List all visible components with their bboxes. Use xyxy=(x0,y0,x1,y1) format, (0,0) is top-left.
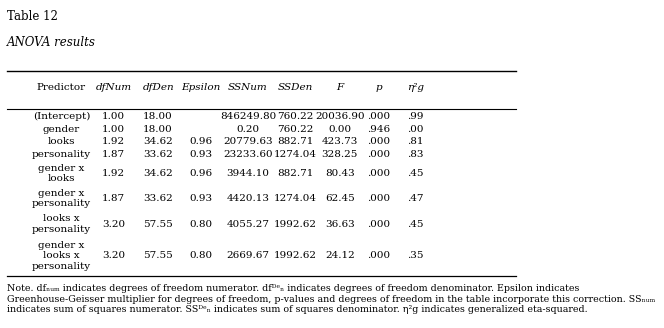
Text: 1.92: 1.92 xyxy=(102,137,125,146)
Text: 760.22: 760.22 xyxy=(277,125,313,134)
Text: 62.45: 62.45 xyxy=(325,194,355,203)
Text: .35: .35 xyxy=(407,251,424,260)
Text: looks x
personality: looks x personality xyxy=(32,214,91,234)
Text: 1992.62: 1992.62 xyxy=(274,219,317,229)
Text: 3.20: 3.20 xyxy=(102,219,125,229)
Text: p: p xyxy=(375,83,382,92)
Text: .47: .47 xyxy=(407,194,424,203)
Text: .000: .000 xyxy=(367,194,390,203)
Text: .000: .000 xyxy=(367,219,390,229)
Text: 0.96: 0.96 xyxy=(189,169,212,178)
Text: 3944.10: 3944.10 xyxy=(226,169,270,178)
Text: 423.73: 423.73 xyxy=(322,137,358,146)
Text: 36.63: 36.63 xyxy=(325,219,355,229)
Text: 1992.62: 1992.62 xyxy=(274,251,317,260)
Text: 882.71: 882.71 xyxy=(277,169,313,178)
Text: .000: .000 xyxy=(367,112,390,121)
Text: 0.93: 0.93 xyxy=(189,194,212,203)
Text: .81: .81 xyxy=(407,137,424,146)
Text: 34.62: 34.62 xyxy=(143,169,173,178)
Text: gender x
personality: gender x personality xyxy=(32,189,91,209)
Text: 2669.67: 2669.67 xyxy=(226,251,270,260)
Text: η²g: η²g xyxy=(406,83,424,92)
Text: 846249.80: 846249.80 xyxy=(220,112,276,121)
Text: 1274.04: 1274.04 xyxy=(274,150,317,159)
Text: gender x
looks x
personality: gender x looks x personality xyxy=(32,241,91,271)
Text: .83: .83 xyxy=(407,150,424,159)
Text: (Intercept): (Intercept) xyxy=(33,112,90,121)
Text: 0.00: 0.00 xyxy=(329,125,351,134)
Text: F: F xyxy=(336,83,343,92)
Text: 18.00: 18.00 xyxy=(143,112,173,121)
Text: .00: .00 xyxy=(407,125,424,134)
Text: 20036.90: 20036.90 xyxy=(315,112,365,121)
Text: Table 12: Table 12 xyxy=(7,10,58,23)
Text: 57.55: 57.55 xyxy=(143,251,173,260)
Text: 0.93: 0.93 xyxy=(189,150,212,159)
Text: .000: .000 xyxy=(367,150,390,159)
Text: ANOVA results: ANOVA results xyxy=(7,35,96,49)
Text: 4420.13: 4420.13 xyxy=(226,194,270,203)
Text: 23233.60: 23233.60 xyxy=(223,150,273,159)
Text: Predictor: Predictor xyxy=(37,83,86,92)
Text: 57.55: 57.55 xyxy=(143,219,173,229)
Text: 1.87: 1.87 xyxy=(102,194,125,203)
Text: .000: .000 xyxy=(367,137,390,146)
Text: 80.43: 80.43 xyxy=(325,169,355,178)
Text: gender: gender xyxy=(43,125,80,134)
Text: Epsilon: Epsilon xyxy=(181,83,220,92)
Text: 0.96: 0.96 xyxy=(189,137,212,146)
Text: 1.92: 1.92 xyxy=(102,169,125,178)
Text: SSDen: SSDen xyxy=(278,83,313,92)
Text: 33.62: 33.62 xyxy=(143,194,173,203)
Text: 4055.27: 4055.27 xyxy=(226,219,270,229)
Text: 33.62: 33.62 xyxy=(143,150,173,159)
Text: 20779.63: 20779.63 xyxy=(223,137,273,146)
Text: 328.25: 328.25 xyxy=(322,150,358,159)
Text: gender x
looks: gender x looks xyxy=(39,164,84,183)
Text: SSNum: SSNum xyxy=(228,83,268,92)
Text: 18.00: 18.00 xyxy=(143,125,173,134)
Text: 0.80: 0.80 xyxy=(189,219,212,229)
Text: looks: looks xyxy=(48,137,75,146)
Text: .99: .99 xyxy=(407,112,424,121)
Text: .946: .946 xyxy=(367,125,390,134)
Text: .000: .000 xyxy=(367,251,390,260)
Text: dfDen: dfDen xyxy=(142,83,174,92)
Text: 1.87: 1.87 xyxy=(102,150,125,159)
Text: dfNum: dfNum xyxy=(96,83,131,92)
Text: personality: personality xyxy=(32,150,91,159)
Text: 882.71: 882.71 xyxy=(277,137,313,146)
Text: .45: .45 xyxy=(407,219,424,229)
Text: 1.00: 1.00 xyxy=(102,112,125,121)
Text: 0.80: 0.80 xyxy=(189,251,212,260)
Text: 0.20: 0.20 xyxy=(236,125,260,134)
Text: .000: .000 xyxy=(367,169,390,178)
Text: .45: .45 xyxy=(407,169,424,178)
Text: 760.22: 760.22 xyxy=(277,112,313,121)
Text: Note. dfₙᵤₘ indicates degrees of freedom numerator. dfᴰᵉₙ indicates degrees of f: Note. dfₙᵤₘ indicates degrees of freedom… xyxy=(7,284,655,314)
Text: 3.20: 3.20 xyxy=(102,251,125,260)
Text: 34.62: 34.62 xyxy=(143,137,173,146)
Text: 1.00: 1.00 xyxy=(102,125,125,134)
Text: 24.12: 24.12 xyxy=(325,251,355,260)
Text: 1274.04: 1274.04 xyxy=(274,194,317,203)
